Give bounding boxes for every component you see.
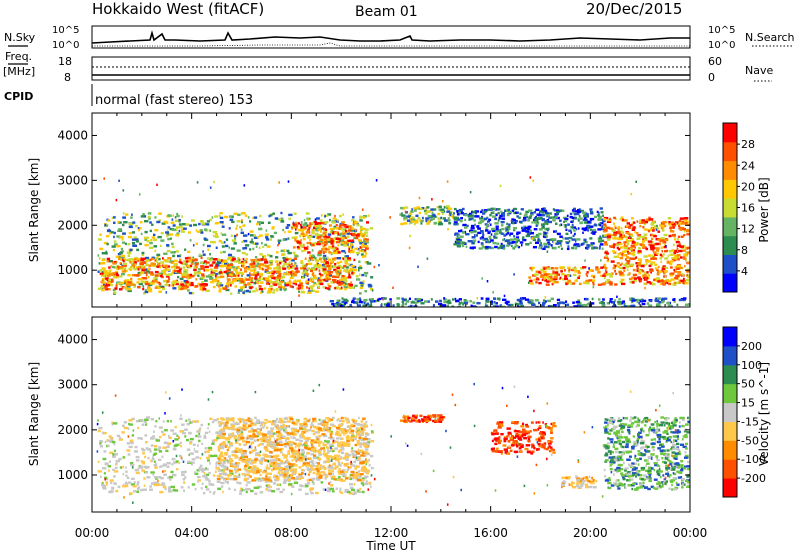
x-tick-label: 20:00: [573, 526, 608, 540]
power-y-axis: 1000 2000 3000 4000: [57, 128, 690, 277]
y-tick-label: 1000: [57, 263, 88, 277]
colorbar-tick-label: 15: [741, 397, 755, 410]
nsky-label: N.Sky: [4, 31, 36, 44]
colorbar-tick-label: 16: [741, 202, 755, 215]
power-colorbar: 28 24 20 16 12 8 4: [722, 122, 755, 293]
freq-unit-label: [MHz]: [3, 65, 35, 78]
colorbar-tick-label: 28: [741, 138, 755, 151]
date-label: 20/Dec/2015: [586, 0, 682, 18]
colorbar-tick-label: 12: [741, 223, 755, 236]
freq-tick-bottom: 8: [64, 71, 71, 84]
power-x-ticks: [91, 113, 691, 307]
y-tick-label: 3000: [57, 173, 88, 187]
y-tick-label: 4000: [57, 128, 88, 142]
velocity-data: [96, 382, 690, 506]
x-tick-label: 12:00: [374, 526, 409, 540]
colorbar-tick-label: 4: [741, 265, 748, 278]
velocity-panel: 1000 2000 3000 4000 Slant Range [km]: [27, 316, 691, 513]
colorbar-tick-label: 20: [741, 180, 755, 193]
colorbar-tick-label: 24: [741, 159, 755, 172]
cpid-panel: CPID normal (fast stereo) 153: [4, 84, 253, 108]
colorbar-tick-label: -50: [741, 434, 759, 447]
y-tick-label: 1000: [57, 468, 88, 482]
velocity-x-ticks: [91, 317, 691, 512]
x-axis-label: Time UT: [365, 539, 416, 553]
beam-label: Beam 01: [355, 4, 418, 20]
figure-title: Hokkaido West (fitACF): [92, 0, 264, 18]
nave-tick-top: 60: [708, 55, 722, 68]
nsky-trace: [91, 30, 690, 44]
colorbar-tick-label: -100: [741, 453, 766, 466]
nsearch-trace: [92, 42, 690, 47]
cpid-label: CPID: [4, 90, 33, 103]
x-tick-label: 00:00: [75, 526, 110, 540]
freq-nave-panel: Freq. [MHz] 18 8 60 0 Nave: [3, 50, 773, 84]
noise-tick-bottom-left: 10^0: [52, 40, 79, 51]
colorbar-tick-label: 100: [741, 359, 762, 372]
time-x-axis: 00:00 04:00 08:00 12:00 16:00 20:00 00:00: [75, 526, 708, 540]
power-ylabel: Slant Range [km]: [27, 158, 41, 262]
x-tick-label: 04:00: [174, 526, 209, 540]
colorbar-tick-label: 50: [741, 378, 755, 391]
power-colorbar-label: Power [dB]: [757, 177, 771, 242]
nave-label: Nave: [745, 64, 773, 77]
colorbar-tick-label: 8: [741, 244, 748, 257]
freq-label: Freq.: [5, 50, 32, 63]
x-tick-label: 08:00: [274, 526, 309, 540]
y-tick-label: 3000: [57, 378, 88, 392]
noise-panel: N.Sky 10^5 10^0 10^5 10^0 N.Search: [4, 25, 795, 51]
freq-tick-top: 18: [58, 55, 72, 68]
power-data: [97, 176, 690, 307]
x-tick-label: 16:00: [473, 526, 508, 540]
nsearch-label: N.Search: [745, 31, 795, 44]
y-tick-label: 4000: [57, 333, 88, 347]
noise-tick-top-right: 10^5: [708, 25, 735, 36]
colorbar-tick-label: -15: [741, 415, 759, 428]
power-panel: 1000 2000 3000 4000 Slant Range [km]: [27, 112, 691, 308]
noise-tick-bottom-right: 10^0: [708, 40, 735, 51]
velocity-ylabel: Slant Range [km]: [27, 362, 41, 466]
noise-tick-top-left: 10^5: [52, 25, 79, 36]
colorbar-tick-label: 200: [741, 340, 762, 353]
velocity-colorbar: 200 100 50 15 -15 -50 -100 -200: [722, 326, 766, 498]
cpid-value: normal (fast stereo) 153: [95, 93, 253, 108]
velocity-y-axis: 1000 2000 3000 4000: [57, 333, 690, 482]
x-tick-label: 00:00: [673, 526, 708, 540]
velocity-colorbar-label: Velocity [m s^-1]: [757, 362, 771, 466]
nave-tick-bottom: 0: [708, 71, 715, 84]
colorbar-tick-label: -200: [741, 472, 766, 485]
y-tick-label: 2000: [57, 423, 88, 437]
y-tick-label: 2000: [57, 218, 88, 232]
